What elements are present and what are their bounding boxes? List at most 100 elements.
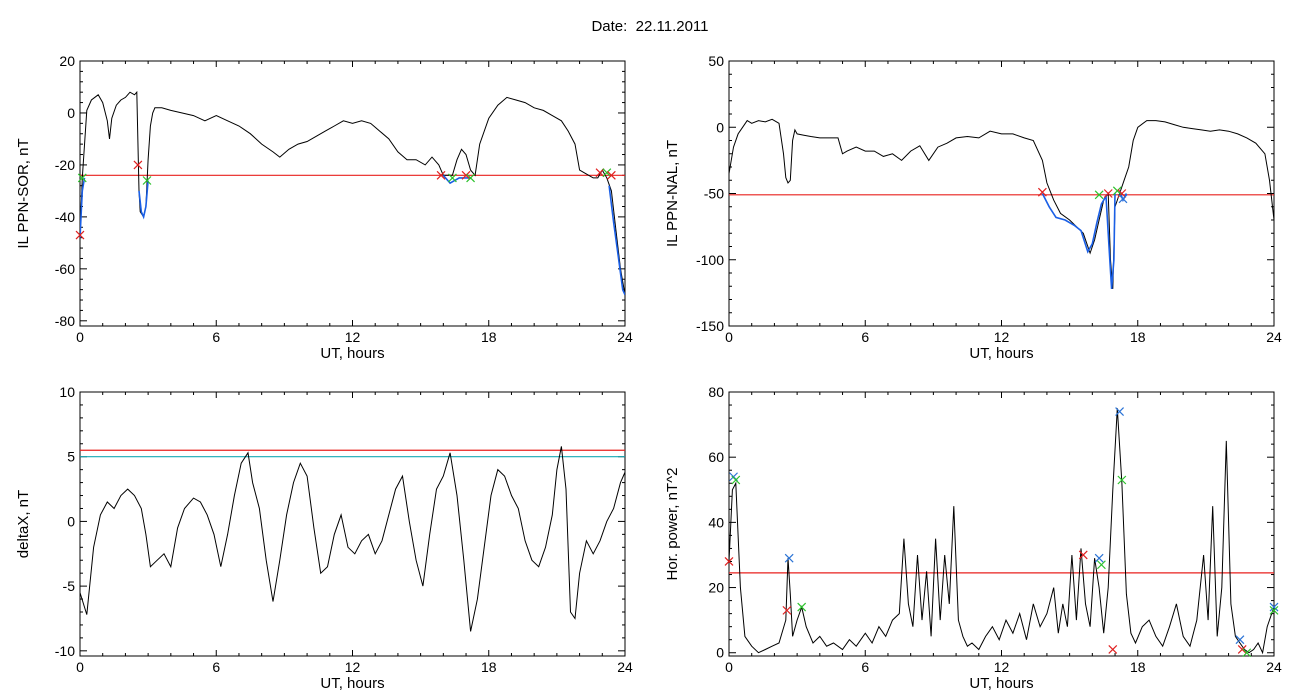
event-marker (1242, 648, 1252, 658)
event-marker (1103, 189, 1113, 198)
plot-panel-2: 0 6 12 18 24 50 0 -50 -100 -150 UT, hours IL PPN-NA… (664, 53, 1282, 362)
event-marker (436, 170, 446, 180)
x-tick-label: 6 (861, 659, 869, 675)
plot-panel-1: 0 6 12 18 24 20 0 -20 -40 -60 -80 UT, hours IL PPN-S… (15, 53, 633, 362)
event-marker (1269, 605, 1279, 615)
y-tick-label: 5 (67, 449, 75, 465)
plot-area (729, 408, 1274, 655)
plot-frame (79, 391, 626, 657)
event-marker (602, 168, 612, 178)
event-marker (782, 605, 792, 615)
x-tick-label: 18 (481, 329, 497, 345)
y-tick-label: -100 (696, 252, 724, 268)
x-tick-label: 0 (725, 329, 733, 345)
x-tick-label: 12 (994, 659, 1010, 675)
y-axis-label: Hor. power, nT^2 (664, 468, 681, 581)
figure-title: Date: 22.11.2011 (591, 18, 709, 35)
x-axis-label: UT, hours (320, 675, 384, 692)
x-axis-label: UT, hours (969, 675, 1033, 692)
x-tick-label: 24 (617, 659, 633, 675)
highlight-segment (80, 177, 86, 238)
x-tick-label: 6 (861, 329, 869, 345)
y-tick-label: 60 (708, 449, 724, 465)
plot-area (80, 446, 625, 632)
y-tick-label: -150 (696, 318, 724, 334)
event-marker (1118, 194, 1128, 204)
event-marker (133, 160, 143, 170)
y-axis-label: IL PPN-NAL, nT (664, 140, 681, 247)
y-tick-label: 10 (59, 384, 75, 400)
event-marker (1235, 635, 1245, 645)
x-tick-label: 6 (212, 659, 220, 675)
y-tick-label: 40 (708, 514, 724, 530)
event-marker (1096, 560, 1106, 570)
y-tick-label: -60 (55, 261, 75, 277)
event-marker (461, 170, 471, 180)
event-marker (1108, 645, 1118, 654)
plot-panel-3: 0 6 12 18 24 10 5 0 -5 -10 UT, hours deltaX, nT (15, 384, 633, 692)
y-tick-label: 0 (67, 105, 75, 121)
y-tick-label: -40 (55, 209, 75, 225)
event-marker (1078, 550, 1088, 560)
x-tick-label: 18 (1130, 659, 1146, 675)
event-marker (1094, 190, 1104, 200)
y-tick-label: -80 (55, 313, 75, 329)
y-axis-label: deltaX, nT (15, 490, 32, 558)
highlight-segment (1041, 193, 1116, 289)
event-marker (75, 230, 85, 240)
event-marker (797, 602, 807, 612)
y-tick-label: -5 (63, 578, 76, 594)
y-tick-label: 0 (67, 513, 75, 529)
event-marker (1115, 407, 1125, 416)
event-marker (595, 168, 605, 178)
event-marker (1269, 602, 1279, 612)
series-line (729, 408, 1274, 655)
x-tick-label: 12 (994, 329, 1010, 345)
plot-area (729, 118, 1274, 289)
event-marker (724, 557, 734, 566)
y-tick-label: 80 (708, 384, 724, 400)
event-marker (447, 173, 457, 183)
x-tick-label: 0 (725, 659, 733, 675)
event-marker (1037, 187, 1047, 197)
y-tick-label: 50 (708, 53, 724, 69)
event-marker (77, 173, 87, 183)
x-tick-label: 24 (1266, 659, 1282, 675)
y-tick-label: 0 (716, 645, 724, 661)
event-marker (1237, 645, 1247, 654)
x-tick-label: 18 (1130, 329, 1146, 345)
plot-panel-4: 0 6 12 18 24 80 60 40 20 0 UT, hours Hor. power, nT… (664, 384, 1282, 692)
x-axis-label: UT, hours (969, 345, 1033, 362)
event-marker (784, 553, 794, 563)
highlight-segment (608, 185, 625, 296)
highlight-segment (138, 180, 149, 220)
plot-frame (728, 391, 1275, 657)
series-line (80, 90, 625, 295)
plot-frame (728, 60, 1275, 327)
event-marker (1117, 475, 1127, 485)
event-marker (731, 475, 741, 485)
x-tick-label: 6 (212, 329, 220, 345)
event-marker (606, 170, 616, 180)
series-line (80, 446, 625, 632)
y-tick-label: -50 (704, 186, 724, 202)
x-tick-label: 24 (1266, 329, 1282, 345)
plot-frame (79, 60, 626, 327)
y-tick-label: 0 (716, 119, 724, 135)
y-tick-label: -20 (55, 157, 75, 173)
y-tick-label: 20 (708, 580, 724, 596)
event-marker (142, 176, 152, 185)
event-marker (466, 173, 476, 183)
event-marker (1112, 186, 1122, 196)
x-axis-label: UT, hours (320, 345, 384, 362)
event-marker (1117, 189, 1127, 198)
x-tick-label: 12 (345, 659, 361, 675)
y-axis-label: IL PPN-SOR, nT (15, 138, 32, 248)
plot-area (80, 90, 625, 296)
x-tick-label: 0 (76, 329, 84, 345)
y-tick-label: 20 (59, 53, 75, 69)
series-line (729, 118, 1274, 289)
y-tick-label: -10 (55, 643, 75, 659)
x-tick-label: 12 (345, 329, 361, 345)
